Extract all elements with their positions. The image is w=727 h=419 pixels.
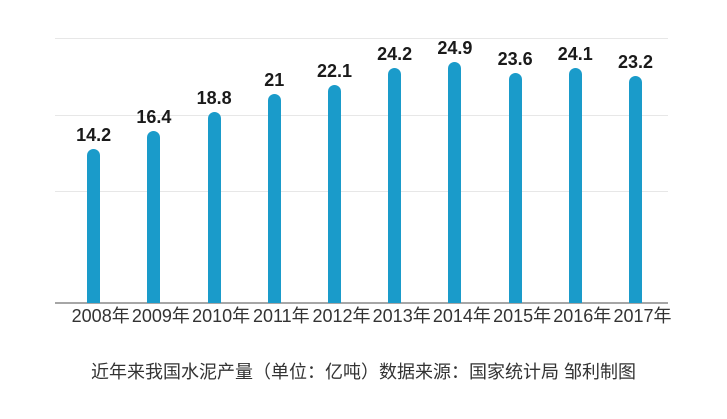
bar-2008年 (87, 148, 101, 303)
bar-2010年 (207, 111, 221, 303)
plot-area: 14.2 2008年 16.4 2009年 18.8 2010年 21 2011年 22.1 20… (55, 37, 672, 326)
x-tick-label: 2011年 (252, 306, 310, 326)
bar-value-label: 22.1 (316, 60, 353, 81)
x-tick-label: 2012年 (312, 306, 371, 326)
x-tick-label: 2009年 (131, 306, 190, 326)
bar-value-label: 21 (264, 69, 285, 90)
bar-2016年 (568, 68, 582, 303)
chart-caption: 近年来我国水泥产量（单位：亿吨）数据来源：国家统计局 邹利制图 (91, 362, 636, 382)
x-tick-label: 2015年 (493, 306, 552, 326)
gridline (55, 115, 668, 116)
x-tick-label: 2016年 (553, 306, 612, 326)
bar-2015年 (508, 72, 522, 303)
gridline (55, 191, 668, 192)
bar-value-label: 24.1 (557, 44, 593, 65)
x-tick-label: 2008年 (71, 306, 130, 326)
gridline (55, 38, 668, 39)
x-tick-label: 2013年 (372, 306, 431, 326)
x-tick-label: 2014年 (432, 306, 491, 326)
x-tick-label: 2017年 (613, 306, 672, 326)
x-tick-label: 2010年 (192, 306, 251, 326)
bar-value-label: 16.4 (136, 107, 172, 128)
bar-value-label: 23.2 (617, 51, 654, 72)
bar-value-label: 23.6 (497, 48, 533, 69)
bar-2009年 (147, 131, 161, 303)
bar-2014年 (448, 61, 462, 303)
bar-value-label: 24.9 (437, 37, 473, 58)
bar-2011年 (267, 93, 281, 303)
bar-value-label: 24.2 (377, 43, 413, 64)
bar-value-label: 14.2 (76, 124, 112, 145)
bar-value-label: 18.8 (196, 87, 232, 108)
x-axis-line (55, 302, 668, 304)
bar-2013年 (388, 67, 402, 303)
bar-2012年 (328, 84, 341, 303)
bar-2017年 (629, 75, 642, 303)
